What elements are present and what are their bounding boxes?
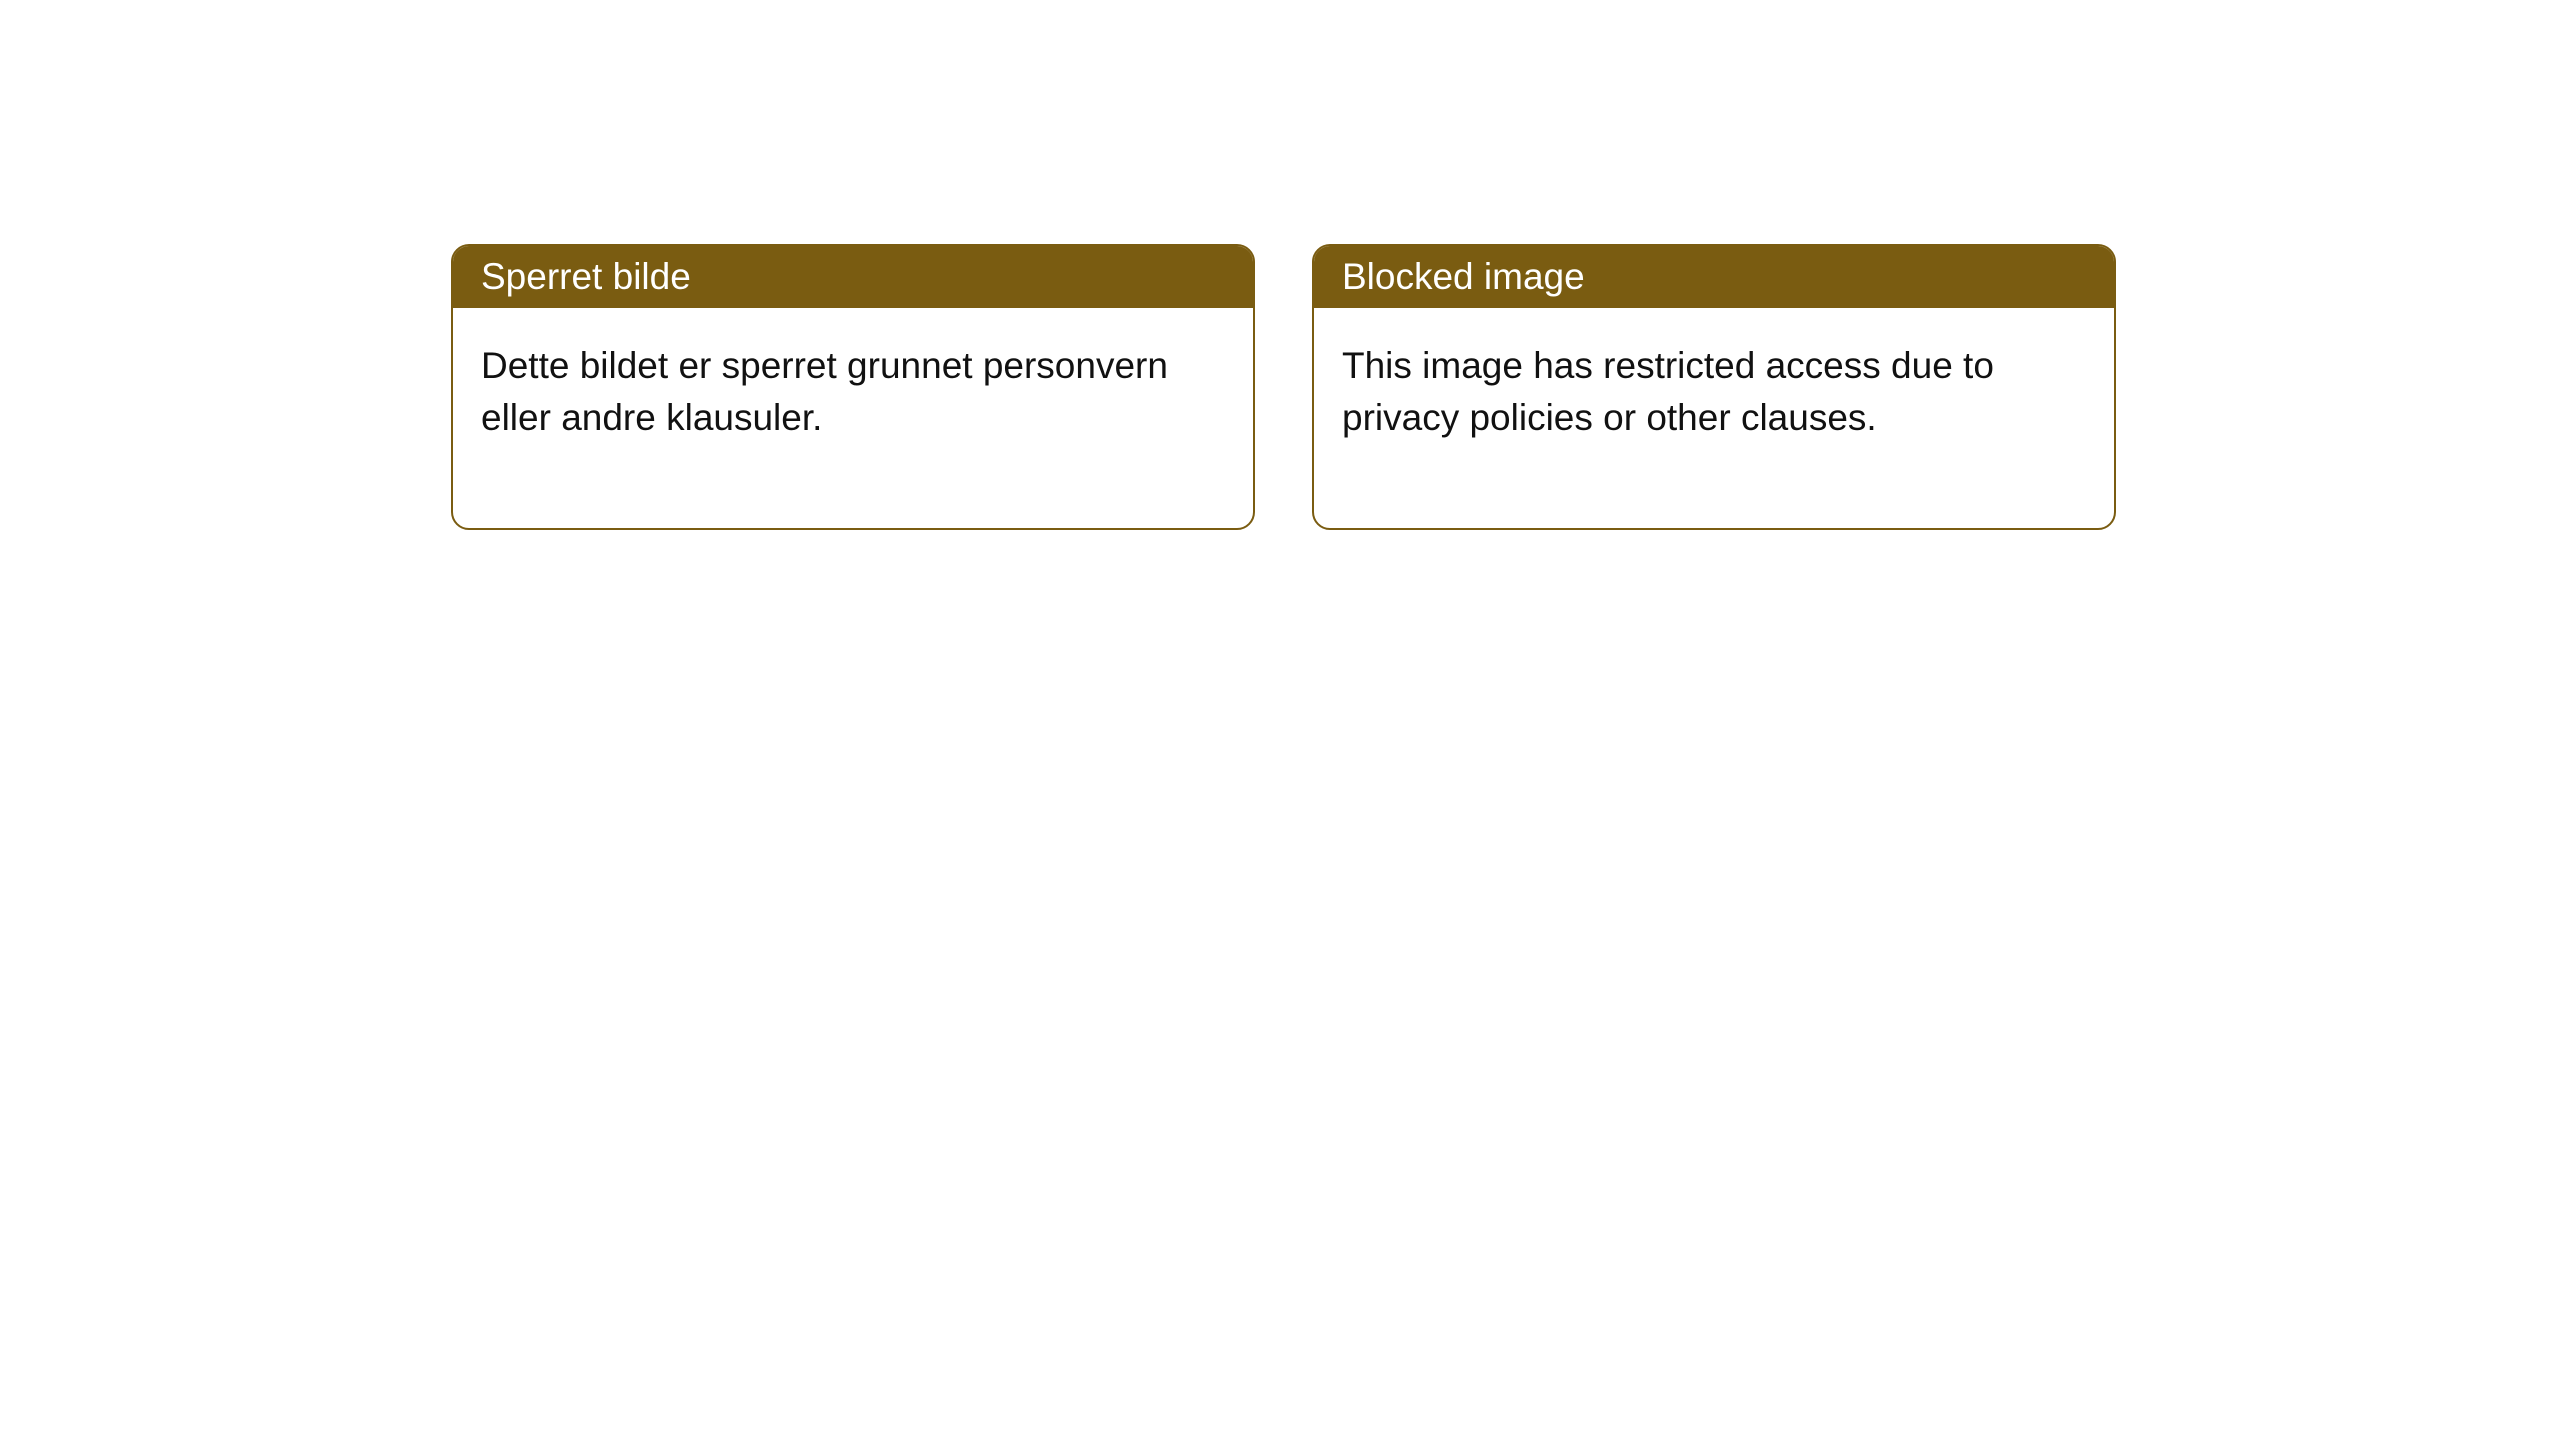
notice-container: Sperret bilde Dette bildet er sperret gr…: [0, 0, 2560, 530]
card-title: Sperret bilde: [481, 256, 691, 297]
card-body-text: Dette bildet er sperret grunnet personve…: [481, 345, 1168, 438]
card-body-text: This image has restricted access due to …: [1342, 345, 1994, 438]
card-title: Blocked image: [1342, 256, 1585, 297]
notice-card-norwegian: Sperret bilde Dette bildet er sperret gr…: [451, 244, 1255, 530]
card-body: This image has restricted access due to …: [1314, 308, 2114, 528]
card-header: Sperret bilde: [453, 246, 1253, 308]
card-header: Blocked image: [1314, 246, 2114, 308]
notice-card-english: Blocked image This image has restricted …: [1312, 244, 2116, 530]
card-body: Dette bildet er sperret grunnet personve…: [453, 308, 1253, 528]
